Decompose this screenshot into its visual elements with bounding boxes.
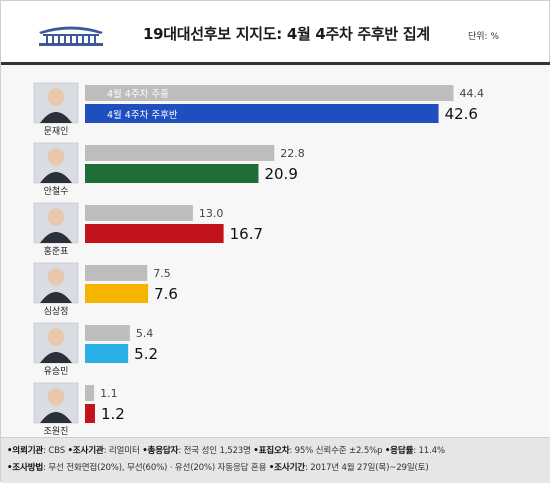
blue-house-logo [39, 26, 103, 46]
bar-prev-yoo [85, 325, 130, 341]
bar-curr-moon [85, 104, 439, 123]
candidate-name-moon: 문재인 [44, 126, 69, 137]
portrait-suit-cho [40, 412, 72, 423]
footer-value: : 무선 전화면접(20%), 무선(60%) · 유선(20%) 자동응답 혼… [43, 463, 269, 473]
bar-curr-hong [85, 224, 224, 243]
footer-key: •총응답자 [142, 446, 179, 456]
value-label-prev-moon: 44.4 [460, 87, 485, 100]
portrait-face-ahn [47, 148, 65, 166]
footer-key: •조사방법 [7, 463, 44, 473]
bar-prev-ahn [85, 145, 275, 161]
footer-value: : 리얼미터 [103, 446, 143, 456]
value-label-curr-ahn: 20.9 [264, 165, 297, 183]
bar-curr-cho [85, 404, 95, 423]
header-divider [1, 62, 550, 65]
candidate-name-sim: 심상정 [44, 306, 69, 317]
value-label-prev-yoo: 5.4 [136, 327, 154, 340]
footer-line-1: •의뢰기관: CBS •조사기관: 리얼미터 •총응답자: 전국 성인 1,52… [7, 443, 550, 460]
footer-key: •응답률 [384, 446, 414, 456]
footer-value: : CBS [43, 446, 68, 456]
portrait-face-sim [47, 268, 65, 286]
header: 19대대선후보 지지도: 4월 4주차 주후반 집계 단위: % [1, 1, 550, 61]
legend-label-curr: 4월 4주차 주후반 [107, 109, 178, 121]
value-label-curr-cho: 1.2 [101, 405, 125, 423]
portrait-face-yoo [47, 328, 65, 346]
footer-key: •조사기간 [268, 463, 305, 473]
legend-label-prev: 4월 4주차 주중 [107, 88, 169, 100]
value-label-prev-cho: 1.1 [100, 387, 118, 400]
value-label-prev-sim: 7.5 [153, 267, 171, 280]
portrait-suit-ahn [40, 172, 72, 183]
chart-title: 19대대선후보 지지도: 4월 4주차 주후반 집계 [143, 25, 430, 43]
bar-curr-yoo [85, 344, 129, 363]
value-label-curr-hong: 16.7 [230, 225, 263, 243]
candidate-name-yoo: 유승민 [44, 366, 69, 377]
candidate-name-ahn: 안철수 [44, 186, 69, 197]
footer-line-2: •조사방법: 무선 전화면접(20%), 무선(60%) · 유선(20%) 자… [7, 460, 550, 477]
bar-prev-cho [85, 385, 95, 401]
portrait-suit-yoo [40, 352, 72, 363]
value-label-curr-sim: 7.6 [154, 285, 178, 303]
footer-key: •의뢰기관 [7, 446, 44, 456]
portrait-suit-moon [40, 112, 72, 123]
candidate-name-hong: 홍준표 [44, 245, 69, 257]
portrait-suit-sim [40, 292, 72, 303]
footer-value: : 95% 신뢰수준 ±2.5%p [289, 446, 385, 456]
bar-curr-sim [85, 284, 149, 303]
bar-prev-sim [85, 265, 148, 281]
value-label-prev-hong: 13.0 [199, 207, 224, 220]
unit-label: 단위: % [468, 32, 500, 42]
bar-curr-ahn [85, 164, 259, 183]
footer-value: : 2017년 4월 27일(목)~29일(토) [304, 463, 429, 473]
bar-prev-moon [85, 85, 454, 101]
portrait-face-moon [47, 88, 65, 106]
portrait-face-cho [47, 388, 65, 406]
survey-info-footer: •의뢰기관: CBS •조사기관: 리얼미터 •총응답자: 전국 성인 1,52… [1, 437, 550, 483]
portrait-suit-hong [40, 232, 72, 243]
footer-key: •조사기관 [67, 446, 104, 456]
value-label-curr-yoo: 5.2 [134, 345, 158, 363]
footer-key: •표집오차 [253, 446, 290, 456]
candidate-name-cho: 조원진 [44, 426, 69, 437]
value-label-prev-ahn: 22.8 [280, 147, 305, 160]
footer-value: : 전국 성인 1,523명 [178, 446, 254, 456]
bar-prev-hong [85, 205, 193, 221]
portrait-face-hong [47, 208, 65, 226]
value-label-curr-moon: 42.6 [445, 105, 478, 123]
footer-value: : 11.4% [413, 446, 445, 456]
